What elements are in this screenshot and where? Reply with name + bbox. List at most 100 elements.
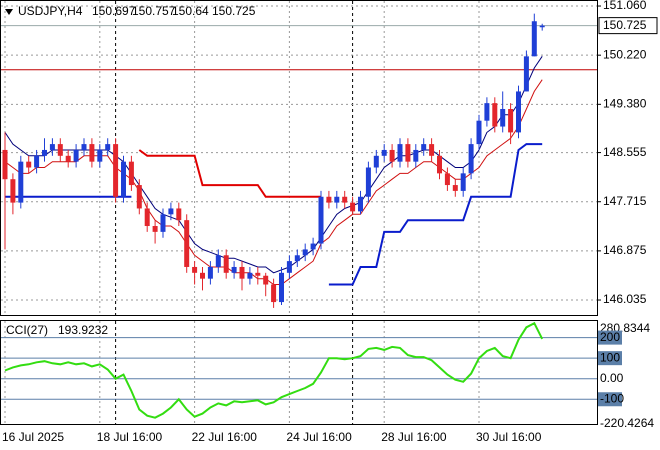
candle-body xyxy=(318,196,324,244)
y2-tick-label: -220.4264 xyxy=(600,416,654,430)
header-low: 150.64 xyxy=(172,4,209,18)
candle-body xyxy=(492,103,498,127)
candle-body xyxy=(389,149,395,162)
y2-tick-label: 100 xyxy=(600,350,620,364)
candle-body xyxy=(97,149,103,162)
cci-line xyxy=(4,321,544,419)
x-tick-label: 16 Jul 2025 xyxy=(2,430,64,444)
cci-frame xyxy=(0,320,598,425)
candle-body xyxy=(49,144,55,150)
candle-body xyxy=(444,173,450,186)
y-tick-label: 147.715 xyxy=(603,194,647,208)
candle-body xyxy=(452,185,458,191)
header-high: 150.757 xyxy=(132,4,176,18)
candle-body xyxy=(184,220,190,267)
candle-body xyxy=(484,103,490,121)
candle-body xyxy=(128,161,134,186)
y2-tick-label: -100 xyxy=(600,391,624,405)
y-tick-label: 146.875 xyxy=(603,243,647,257)
candle-body xyxy=(310,243,316,250)
candle-body xyxy=(365,167,371,197)
y-tick-label: 148.555 xyxy=(603,145,647,159)
candle-body xyxy=(57,144,63,156)
x-tick-label: 30 Jul 16:00 xyxy=(476,430,542,444)
candle-body xyxy=(73,149,79,162)
candle-body xyxy=(429,144,435,156)
candle-body xyxy=(358,196,363,212)
level-label-box xyxy=(598,351,622,366)
candle-body xyxy=(279,272,284,303)
candle-body xyxy=(65,155,71,162)
candle-body xyxy=(460,173,466,191)
candle-body xyxy=(508,108,514,133)
candle-body xyxy=(26,161,32,168)
candle-body xyxy=(215,255,221,267)
candle-body xyxy=(476,120,482,145)
y-tick-label: 150.220 xyxy=(603,47,647,61)
x-tick-label: 18 Jul 16:00 xyxy=(97,430,163,444)
y-tick-label: 149.380 xyxy=(603,96,647,110)
candle-body xyxy=(10,179,16,203)
candle-body xyxy=(42,149,47,156)
price-frame xyxy=(0,0,598,316)
level-label-box xyxy=(598,392,622,407)
candle-body xyxy=(437,155,442,174)
y-tick-label: 151.060 xyxy=(603,0,647,12)
y-tick-label: 146.035 xyxy=(603,292,647,306)
candle-body xyxy=(523,56,529,92)
candle-body xyxy=(121,161,126,197)
candle-body xyxy=(500,108,506,127)
symbol: USDJPY,H4 xyxy=(18,4,83,18)
candle-body xyxy=(516,91,521,133)
candle-body xyxy=(2,149,8,180)
candle-body xyxy=(207,266,213,279)
candle-body xyxy=(302,249,308,256)
candle-body xyxy=(263,275,269,285)
header-close: 150.725 xyxy=(212,4,256,18)
menu-arrow[interactable] xyxy=(5,9,13,15)
candle-body xyxy=(405,144,411,162)
y2-tick-label: 0.00 xyxy=(600,371,624,385)
plot-layer xyxy=(1,1,597,424)
candle-body xyxy=(239,266,245,279)
candle-body xyxy=(468,144,474,174)
stop-line xyxy=(5,143,543,286)
candle-body xyxy=(421,144,427,150)
candle-body xyxy=(413,149,419,162)
candle-body xyxy=(381,149,387,156)
candle-body xyxy=(342,196,348,203)
candle-body xyxy=(136,185,142,209)
candle-body xyxy=(326,196,332,203)
candle-body xyxy=(294,255,300,262)
candle-body xyxy=(18,161,24,203)
candle-body xyxy=(286,261,292,273)
candle-body xyxy=(397,144,403,162)
stop-line xyxy=(138,149,321,198)
candle-body xyxy=(271,284,277,303)
candle-body xyxy=(113,144,119,197)
cci-value: 193.9232 xyxy=(58,323,108,337)
candle-body xyxy=(144,208,150,227)
candle-body xyxy=(255,272,261,276)
candle-body xyxy=(176,208,182,221)
candle-body xyxy=(81,144,87,150)
candle-body xyxy=(223,255,229,273)
candle-body xyxy=(152,226,158,232)
candle-body xyxy=(373,155,379,168)
candle-body xyxy=(160,214,166,232)
price-label-box xyxy=(598,17,658,35)
level-label-box xyxy=(598,330,622,345)
candle-body xyxy=(34,155,40,168)
candle-body xyxy=(200,272,205,279)
x-tick-label: 24 Jul 16:00 xyxy=(286,430,352,444)
candle-body xyxy=(89,144,95,162)
candle-body xyxy=(231,266,237,273)
candle-body xyxy=(539,25,545,28)
y2-tick-label: 200 xyxy=(600,330,620,344)
price-label: 150.725 xyxy=(603,18,647,32)
x-tick-label: 22 Jul 16:00 xyxy=(192,430,258,444)
candle-body xyxy=(334,196,340,203)
candle-body xyxy=(531,21,537,57)
candle-body xyxy=(350,202,356,212)
